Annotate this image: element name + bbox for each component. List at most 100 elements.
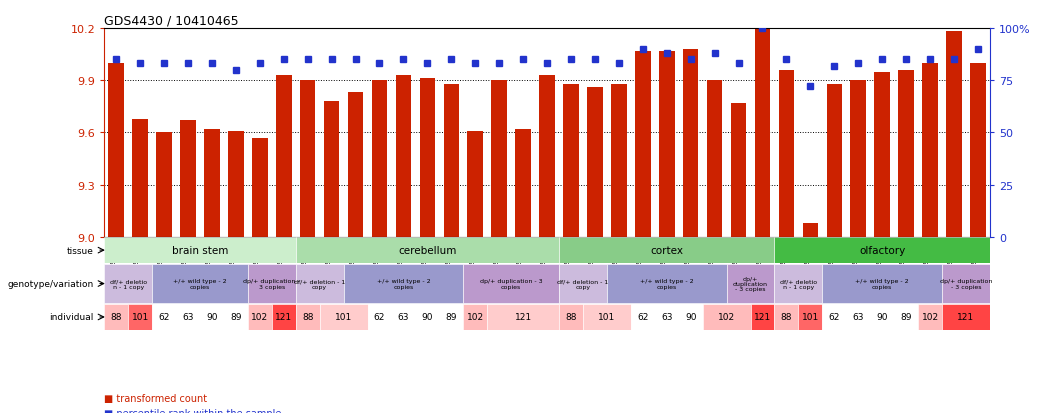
Bar [128, 304, 152, 330]
Bar [846, 304, 870, 330]
Bar [224, 304, 248, 330]
Text: 62: 62 [828, 313, 840, 322]
Bar [726, 264, 774, 303]
Bar [582, 304, 630, 330]
Bar [922, 64, 938, 237]
Bar [180, 121, 196, 237]
Text: 62: 62 [158, 313, 170, 322]
Bar [276, 76, 292, 237]
Bar [850, 81, 866, 237]
Bar [946, 32, 962, 237]
Bar [348, 93, 364, 237]
Bar [683, 50, 698, 237]
Text: olfactory: olfactory [859, 245, 905, 256]
Text: +/+ wild type - 2
copies: +/+ wild type - 2 copies [640, 279, 694, 289]
Bar [659, 52, 674, 237]
Text: 63: 63 [661, 313, 672, 322]
Bar [874, 72, 890, 237]
Text: 62: 62 [374, 313, 386, 322]
Bar [826, 85, 842, 237]
Bar [488, 304, 559, 330]
Text: 102: 102 [467, 313, 483, 322]
Bar [156, 133, 172, 237]
Text: df/+ deletio
n - 1 copy: df/+ deletio n - 1 copy [779, 279, 817, 289]
Text: 121: 121 [754, 313, 771, 322]
Bar [416, 304, 440, 330]
Bar [970, 64, 986, 237]
Text: df/+ deletion - 1
copy: df/+ deletion - 1 copy [294, 279, 345, 289]
Bar [754, 29, 770, 237]
Bar [587, 88, 602, 237]
Bar [516, 130, 530, 237]
Bar [204, 130, 220, 237]
Text: +/+ wild type - 2
copies: +/+ wild type - 2 copies [855, 279, 909, 289]
Bar [822, 304, 846, 330]
Bar [152, 264, 248, 303]
Bar [654, 304, 678, 330]
Text: ■ transformed count: ■ transformed count [104, 393, 207, 403]
Bar [200, 304, 224, 330]
Bar [372, 81, 388, 237]
Bar [108, 64, 124, 237]
Bar [559, 264, 606, 303]
Bar [942, 304, 990, 330]
Bar [344, 264, 464, 303]
Bar [635, 52, 650, 237]
Bar [942, 264, 990, 303]
Bar [104, 238, 296, 263]
Text: 89: 89 [230, 313, 242, 322]
Bar [492, 81, 507, 237]
Bar [774, 238, 990, 263]
Text: 121: 121 [275, 313, 293, 322]
Text: 62: 62 [637, 313, 648, 322]
Text: 88: 88 [110, 313, 122, 322]
Bar [420, 79, 436, 237]
Bar [898, 71, 914, 237]
Bar [300, 81, 316, 237]
Bar [559, 238, 774, 263]
Bar [252, 138, 268, 237]
Text: 102: 102 [251, 313, 269, 322]
Bar [272, 304, 296, 330]
Text: 88: 88 [780, 313, 792, 322]
Text: 63: 63 [398, 313, 410, 322]
Bar [104, 264, 152, 303]
Bar [152, 304, 176, 330]
Bar [822, 264, 942, 303]
Text: ■ percentile rank within the sample: ■ percentile rank within the sample [104, 408, 281, 413]
Text: 121: 121 [515, 313, 531, 322]
Bar [368, 304, 392, 330]
Bar [730, 104, 746, 237]
Text: 90: 90 [422, 313, 433, 322]
Text: dp/+
duplication
- 3 copies: dp/+ duplication - 3 copies [733, 276, 768, 292]
Text: +/+ wild type - 2
copies: +/+ wild type - 2 copies [173, 279, 227, 289]
Text: cerebellum: cerebellum [398, 245, 456, 256]
Bar [132, 119, 148, 237]
Text: tissue: tissue [67, 246, 94, 255]
Bar [802, 223, 818, 237]
Bar [320, 304, 368, 330]
Bar [540, 76, 554, 237]
Bar [248, 264, 296, 303]
Text: 101: 101 [334, 313, 352, 322]
Bar [559, 304, 582, 330]
Text: 89: 89 [446, 313, 457, 322]
Text: df/+ deletio
n - 1 copy: df/+ deletio n - 1 copy [109, 279, 147, 289]
Bar [630, 304, 654, 330]
Text: brain stem: brain stem [172, 245, 228, 256]
Text: +/+ wild type - 2
copies: +/+ wild type - 2 copies [376, 279, 430, 289]
Bar [774, 264, 822, 303]
Bar [798, 304, 822, 330]
Bar [870, 304, 894, 330]
Bar [176, 304, 200, 330]
Text: 102: 102 [921, 313, 939, 322]
Text: dp/+ duplication - 3
copies: dp/+ duplication - 3 copies [479, 279, 543, 289]
Bar [104, 304, 128, 330]
Bar [296, 304, 320, 330]
Text: 121: 121 [958, 313, 974, 322]
Bar [678, 304, 702, 330]
Bar [392, 304, 416, 330]
Bar [464, 304, 488, 330]
Text: 63: 63 [182, 313, 194, 322]
Bar [440, 304, 464, 330]
